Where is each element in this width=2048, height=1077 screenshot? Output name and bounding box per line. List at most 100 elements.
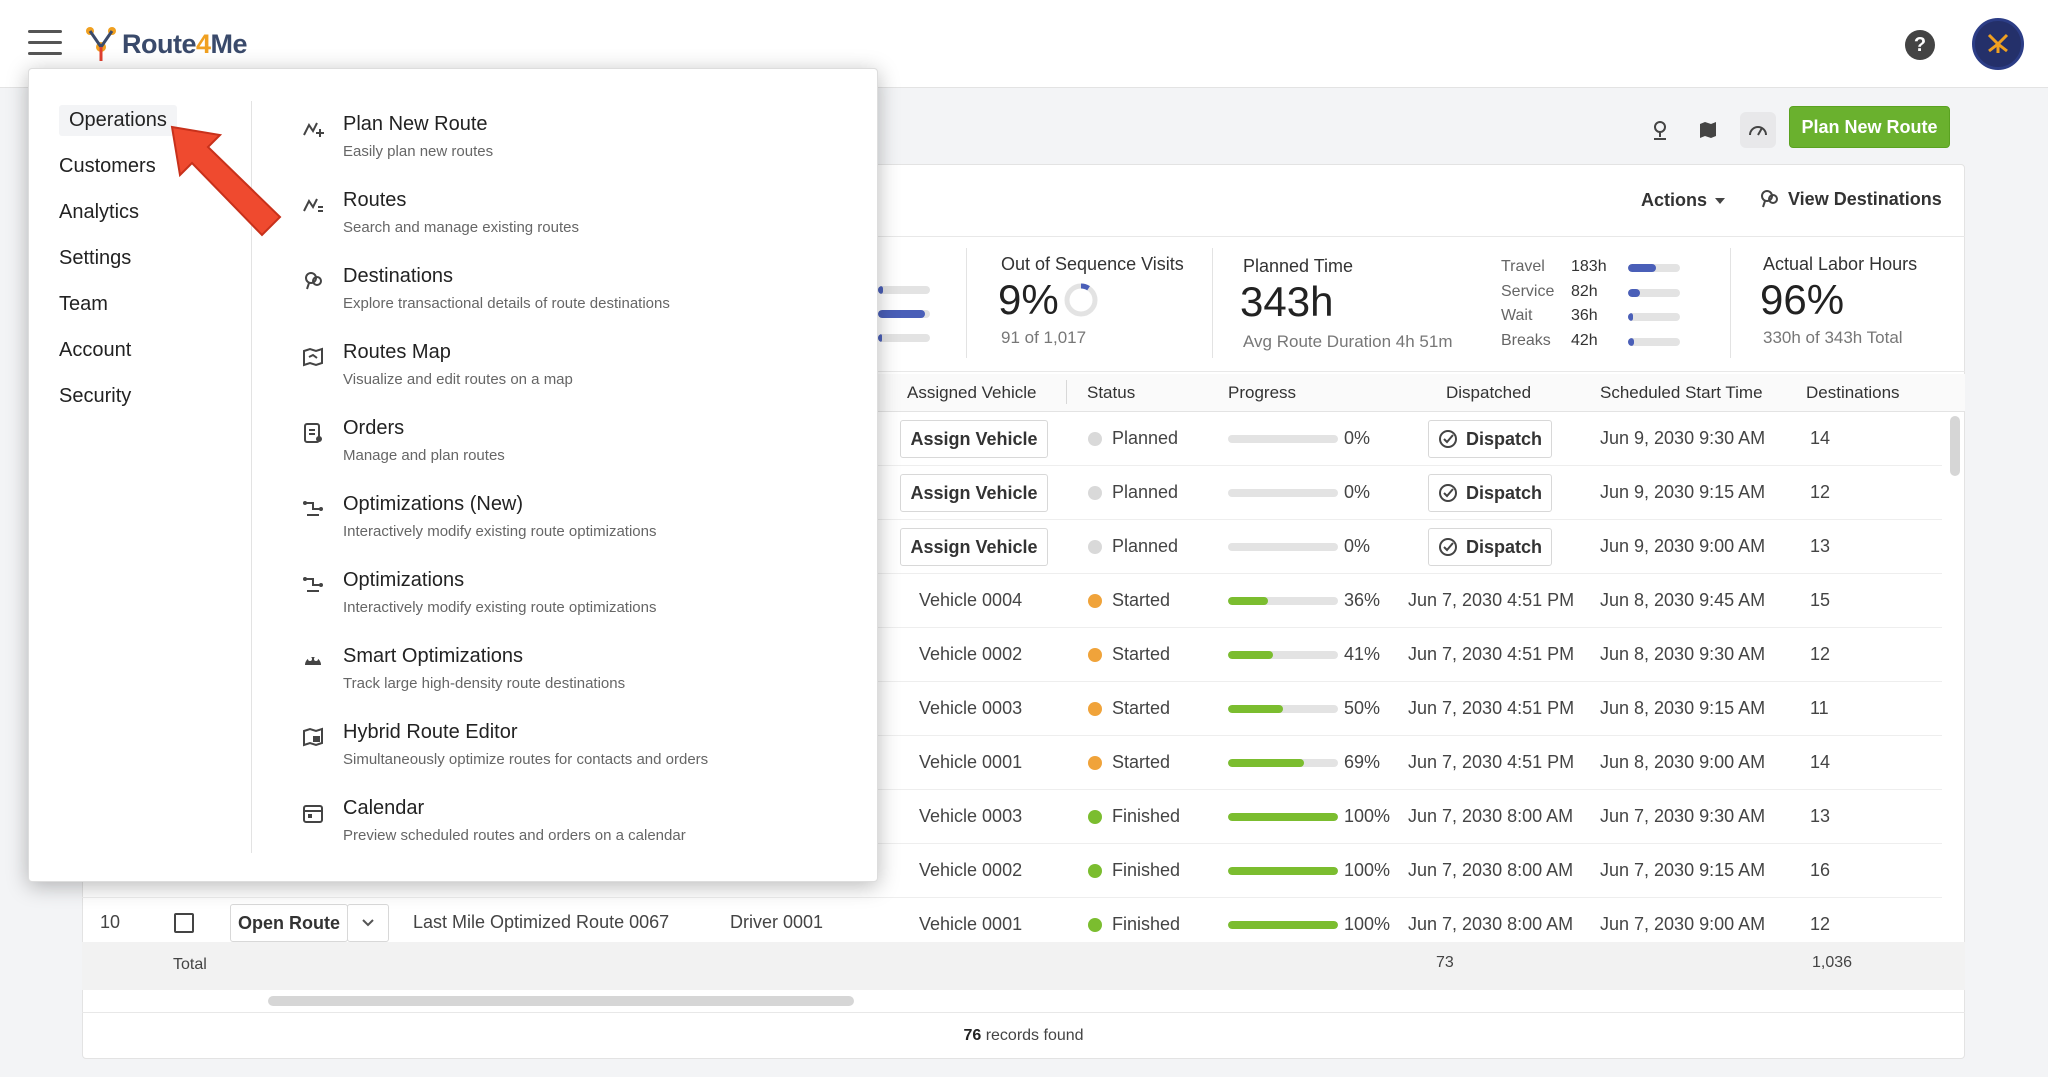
menu-item-optimizations[interactable]: Optimizations Interactively modify exist…: [301, 569, 841, 629]
logo[interactable]: Route4Me: [84, 22, 248, 66]
nav-item-operations[interactable]: Operations: [59, 105, 177, 136]
open-route-dropdown[interactable]: [347, 904, 389, 942]
assign-vehicle-button[interactable]: Assign Vehicle: [900, 528, 1048, 566]
status-label: Planned: [1112, 428, 1179, 448]
header-destinations[interactable]: Destinations: [1806, 383, 1900, 402]
header-progress[interactable]: Progress: [1228, 383, 1297, 402]
labor-hours-value: 96%: [1760, 276, 1845, 323]
map-view-icon[interactable]: [1690, 112, 1726, 148]
view-destinations-button[interactable]: View Destinations: [1758, 188, 1942, 210]
table-row[interactable]: [82, 520, 1942, 574]
table-row[interactable]: [82, 790, 1942, 844]
menu-item-description: Easily plan new routes: [343, 143, 494, 160]
menu-item-orders[interactable]: Orders Manage and plan routes: [301, 417, 841, 477]
menu-item-title: Routes Map: [343, 341, 451, 363]
menu-item-optimizations-new[interactable]: Optimizations (New) Interactively modify…: [301, 493, 841, 553]
partial-stat-bar: [878, 286, 930, 294]
status-label: Planned: [1112, 536, 1179, 556]
header-dispatched[interactable]: Dispatched: [1446, 383, 1532, 402]
help-icon[interactable]: ?: [1905, 30, 1935, 60]
scheduled-start-time: Jun 8, 2030 9:15 AM: [1600, 698, 1766, 718]
orders-icon: [301, 421, 325, 445]
scheduled-start-time: Jun 8, 2030 9:45 AM: [1600, 590, 1766, 610]
progress-percent: 41%: [1344, 644, 1381, 664]
vertical-scrollbar[interactable]: [1950, 416, 1960, 476]
menu-item-description: Simultaneously optimize routes for conta…: [343, 751, 709, 768]
horizontal-scrollbar[interactable]: [268, 996, 854, 1006]
total-row: [82, 942, 1965, 990]
hamburger-menu-icon[interactable]: [28, 30, 62, 56]
dispatched-time: Jun 7, 2030 4:51 PM: [1408, 752, 1575, 772]
nav-item-settings[interactable]: Settings: [59, 247, 132, 269]
location-pin-icon[interactable]: [1642, 112, 1678, 148]
table-row[interactable]: [82, 682, 1942, 736]
progress-bar: [1228, 921, 1338, 929]
progress-bar: [1228, 651, 1338, 659]
table-row[interactable]: [82, 412, 1942, 466]
status-label: Finished: [1112, 914, 1181, 934]
plan-new-route-button[interactable]: Plan New Route: [1789, 106, 1950, 148]
nav-item-account[interactable]: Account: [59, 339, 132, 361]
dispatch-label: Dispatch: [1465, 482, 1543, 503]
dispatch-button[interactable]: Dispatch: [1428, 420, 1552, 458]
assign-vehicle-button[interactable]: Assign Vehicle: [900, 474, 1048, 512]
menu-item-destinations[interactable]: Destinations Explore transactional detai…: [301, 265, 841, 325]
status-dot: [1088, 540, 1102, 554]
dashboard-gauge-icon[interactable]: [1740, 112, 1776, 148]
route4me-logo-icon: [84, 25, 118, 63]
status-dot: [1088, 702, 1102, 716]
status-label: Started: [1112, 590, 1171, 610]
destinations-total: 1,036: [1812, 954, 1853, 971]
progress-percent: 0%: [1344, 536, 1371, 556]
header-status[interactable]: Status: [1087, 383, 1136, 402]
nav-item-security[interactable]: Security: [59, 385, 132, 407]
destinations-count: 12: [1810, 914, 1831, 934]
status-dot: [1088, 810, 1102, 824]
header-assigned-vehicle[interactable]: Assigned Vehicle: [907, 383, 1037, 402]
status-dot: [1088, 432, 1102, 446]
logo-text-four: 4: [196, 28, 211, 59]
vehicle-name: Vehicle 0001: [919, 914, 1023, 934]
table-row[interactable]: [82, 466, 1942, 520]
menu-item-description: Manage and plan routes: [343, 447, 505, 464]
vehicle-name: Vehicle 0003: [919, 806, 1023, 826]
nav-item-analytics[interactable]: Analytics: [59, 201, 140, 223]
progress-percent: 0%: [1344, 482, 1371, 502]
destinations-count: 14: [1810, 428, 1831, 448]
destinations-icon: [301, 269, 325, 293]
dispatch-button[interactable]: Dispatch: [1428, 528, 1552, 566]
menu-item-plan-new-route[interactable]: Plan New Route Easily plan new routes: [301, 113, 841, 173]
route-name[interactable]: Last Mile Optimized Route 0067: [413, 912, 670, 932]
open-route-button[interactable]: Open Route: [230, 904, 348, 942]
assign-vehicle-label: Assign Vehicle: [910, 428, 1038, 449]
table-row[interactable]: [82, 628, 1942, 682]
dispatched-time: Jun 7, 2030 4:51 PM: [1408, 698, 1575, 718]
scheduled-start-time: Jun 8, 2030 9:30 AM: [1600, 644, 1766, 664]
table-row[interactable]: [82, 574, 1942, 628]
row-checkbox[interactable]: [174, 913, 194, 933]
table-row[interactable]: [82, 736, 1942, 790]
menu-item-routes-map[interactable]: Routes Map Visualize and edit routes on …: [301, 341, 841, 401]
status-label: Started: [1112, 698, 1171, 718]
menu-item-title: Orders: [343, 417, 405, 439]
logo-text-route: Route: [122, 28, 197, 59]
header-scheduled-start[interactable]: Scheduled Start Time: [1600, 383, 1763, 402]
check-circle-icon: [1438, 484, 1457, 502]
out-of-sequence-value: 9%: [998, 276, 1059, 323]
dispatch-button[interactable]: Dispatch: [1428, 474, 1552, 512]
actions-dropdown[interactable]: Actions: [1641, 190, 1726, 211]
menu-item-description: Interactively modify existing route opti…: [343, 523, 657, 540]
destinations-count: 11: [1810, 698, 1829, 718]
avatar[interactable]: [1972, 18, 2024, 70]
nav-item-team[interactable]: Team: [59, 293, 108, 315]
menu-item-hybrid-route-editor[interactable]: Hybrid Route Editor Simultaneously optim…: [301, 721, 841, 781]
nav-item-customers[interactable]: Customers: [59, 155, 156, 177]
menu-item-calendar[interactable]: Calendar Preview scheduled routes and or…: [301, 797, 841, 857]
records-text: records found: [981, 1027, 1084, 1044]
assign-vehicle-button[interactable]: Assign Vehicle: [900, 420, 1048, 458]
status-label: Started: [1112, 644, 1171, 664]
scheduled-start-time: Jun 9, 2030 9:30 AM: [1600, 428, 1766, 448]
menu-item-routes[interactable]: Routes Search and manage existing routes: [301, 189, 841, 249]
table-row[interactable]: [82, 844, 1942, 898]
menu-item-smart-optimizations[interactable]: Smart Optimizations Track large high-den…: [301, 645, 841, 705]
